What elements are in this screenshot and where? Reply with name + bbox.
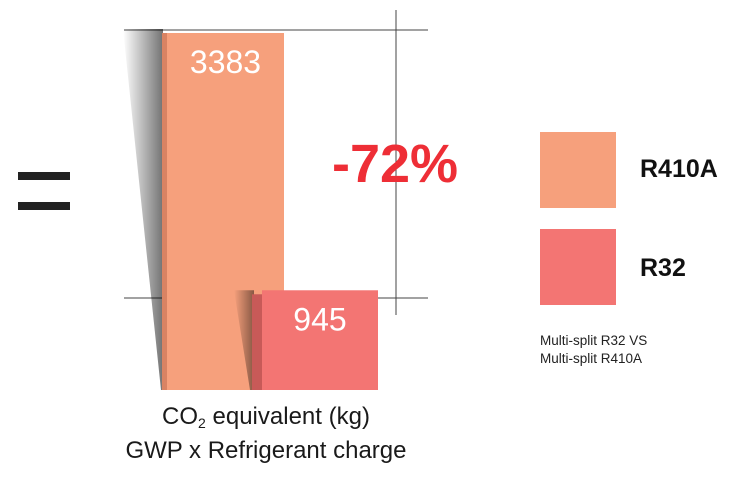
- bar-value-label-r32: 945: [293, 301, 346, 337]
- bar-side-r410a: [162, 33, 168, 390]
- x-axis-caption-suffix: equivalent (kg): [205, 403, 370, 430]
- comparison-note-line1: Multi-split R32 VS: [540, 333, 648, 348]
- bar-value-label-r410a: 3383: [190, 44, 261, 80]
- equals-sign-top-bar: [18, 172, 70, 180]
- bar-side-r32: [252, 294, 264, 390]
- legend-swatch-r410a: [540, 132, 616, 208]
- bar-shadow-r32: [234, 290, 254, 390]
- equals-sign-bottom-bar: [18, 202, 70, 210]
- x-axis-caption-line1: CO2 equivalent (kg): [90, 400, 442, 434]
- x-axis-caption-prefix: CO: [162, 403, 199, 430]
- x-axis-caption-line2: GWP x Refrigerant charge: [125, 437, 407, 464]
- bar-r32: [262, 290, 378, 390]
- x-axis-caption-subscript: 2: [198, 415, 206, 431]
- comparison-note-line2: Multi-split R410A: [540, 351, 643, 366]
- legend-label-r32: R32: [640, 254, 686, 282]
- legend-label-r410a: R410A: [640, 155, 718, 183]
- bar-shadow-r410a: [123, 29, 163, 390]
- legend-swatch-r32: [540, 229, 616, 305]
- change-label: -72%: [332, 134, 458, 194]
